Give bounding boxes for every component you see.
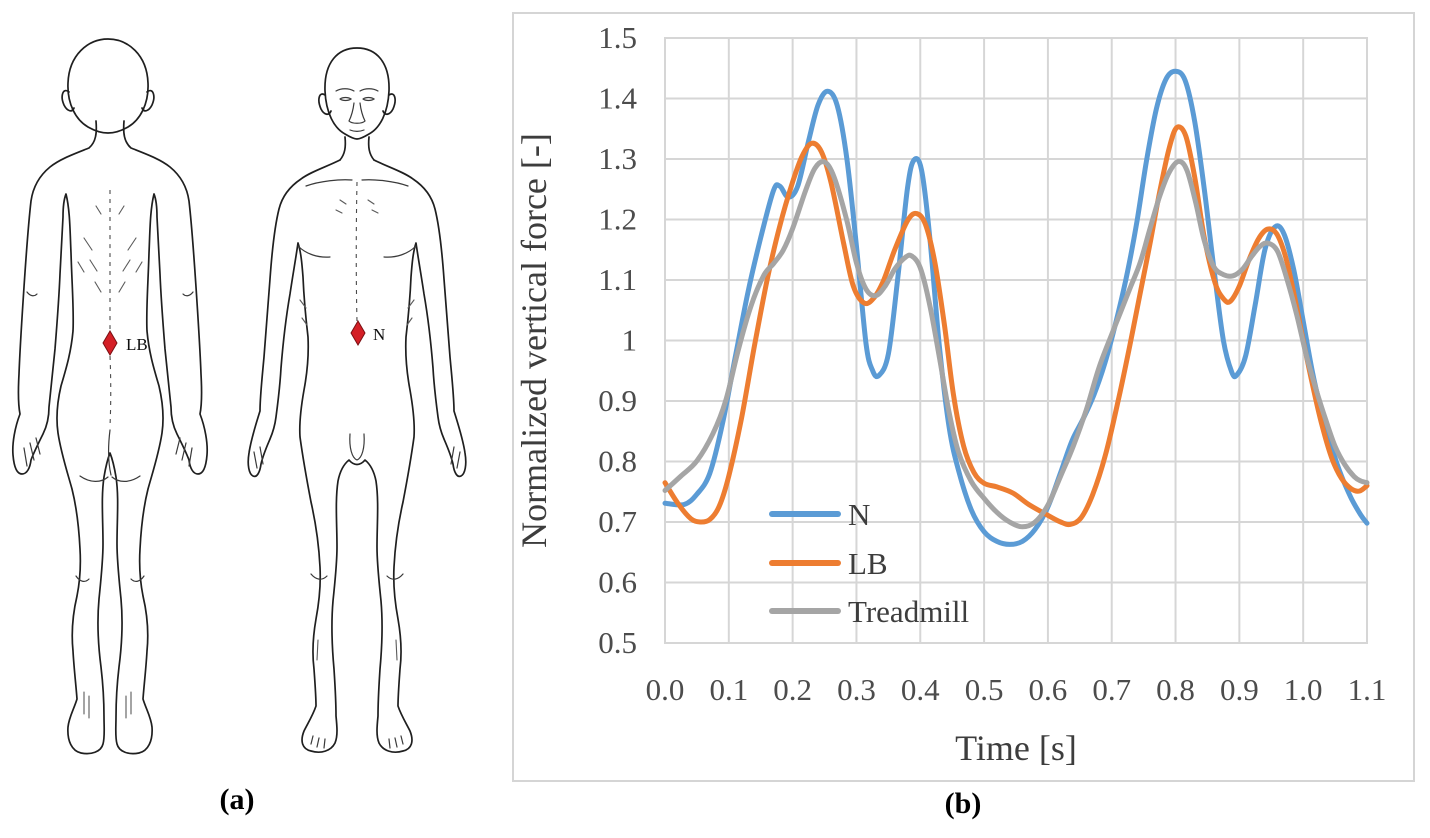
front-eyes <box>339 96 376 102</box>
back-view-details <box>23 190 194 719</box>
front-head <box>324 47 390 140</box>
front-view-details <box>253 88 461 749</box>
back-ankle-hatching <box>83 691 132 719</box>
force-chart: 1.5 1.4 1.3 1.2 1.1 1 0.9 0.8 0.7 0.6 0.5 0.0 0.1 0.2… <box>514 14 1413 780</box>
lb-marker: LB <box>102 330 148 356</box>
n-marker: N <box>350 320 385 346</box>
front-knee-lines <box>310 573 404 580</box>
x-tick-label: 1.1 <box>1348 672 1387 707</box>
force-chart-svg: 1.5 1.4 1.3 1.2 1.1 1 0.9 0.8 0.7 0.6 0.5 0.0 0.1 0.2… <box>514 20 1387 768</box>
y-tick-label: 0.8 <box>598 444 637 479</box>
x-tick-label: 0.6 <box>1029 672 1068 707</box>
front-shin-hatching <box>316 639 398 661</box>
chart-frame: 1.5 1.4 1.3 1.2 1.1 1 0.9 0.8 0.7 0.6 0.5 0.0 0.1 0.2… <box>512 12 1415 782</box>
panel-a: LB N (a) <box>0 0 500 838</box>
x-tick-label: 0.5 <box>965 672 1004 707</box>
back-ears <box>61 89 155 112</box>
panel-a-caption: (a) <box>219 783 255 816</box>
x-tick-label: 0.9 <box>1220 672 1259 707</box>
x-axis-title: Time [s] <box>955 728 1077 768</box>
legend-label-N: N <box>848 497 870 532</box>
anatomy-drawing: LB N <box>11 38 467 755</box>
back-spine-dashes <box>109 190 112 427</box>
back-hand-finger-lines <box>23 437 193 467</box>
n-marker-diamond <box>350 320 366 346</box>
y-tick-label: 0.7 <box>598 504 637 539</box>
front-view-figure <box>247 47 467 753</box>
back-scapula-hatching <box>77 205 143 293</box>
front-toe-lines <box>310 735 404 749</box>
y-tick-label: 0.6 <box>598 565 637 600</box>
lb-marker-label: LB <box>126 335 148 354</box>
legend-label-Treadmill: Treadmill <box>848 594 969 629</box>
x-tick-label: 0.2 <box>773 672 812 707</box>
y-tick-label: 0.5 <box>598 625 637 660</box>
front-pec-lines <box>297 245 417 258</box>
front-ears <box>318 93 396 115</box>
x-tick-label: 0.8 <box>1156 672 1195 707</box>
y-tick-label: 1 <box>622 323 638 358</box>
y-tick-label: 1.2 <box>598 202 637 237</box>
front-neck <box>339 136 375 161</box>
front-eyebrows <box>335 88 379 92</box>
front-genital-line <box>349 433 365 461</box>
x-tick-label: 0.7 <box>1092 672 1131 707</box>
back-head <box>67 38 149 134</box>
x-tick-label: 0.1 <box>709 672 748 707</box>
lb-marker-diamond <box>102 330 118 356</box>
front-mouth <box>349 129 365 133</box>
plot-border <box>664 37 1368 644</box>
front-nose <box>348 102 366 124</box>
y-tick-label: 1.3 <box>598 141 637 176</box>
front-chest-hatching <box>299 199 415 326</box>
back-buttock-lines <box>79 429 141 482</box>
x-tick-label: 0.3 <box>837 672 876 707</box>
legend-label-LB: LB <box>848 546 888 581</box>
front-body-outline <box>247 159 467 753</box>
panel-b-caption: (b) <box>944 787 982 820</box>
back-body-outline <box>11 120 209 755</box>
series-line-LB <box>662 124 1370 528</box>
back-view-figure <box>11 38 209 755</box>
x-tick-label: 0.4 <box>901 672 940 707</box>
series-line-Treadmill <box>662 158 1370 530</box>
x-tick-label: 0.0 <box>646 672 685 707</box>
n-marker-label: N <box>373 325 385 344</box>
y-axis-title: Normalized vertical force [-] <box>514 133 554 548</box>
front-clavicle-lines <box>305 179 409 187</box>
series-line-N <box>662 68 1370 547</box>
x-tick-label: 1.0 <box>1284 672 1323 707</box>
back-knee-lines <box>75 575 145 582</box>
y-tick-label: 1.4 <box>598 81 637 116</box>
y-tick-label: 1.1 <box>598 262 637 297</box>
front-hand-finger-lines <box>253 446 461 469</box>
front-sternum-dashes <box>355 181 358 323</box>
y-tick-label: 0.9 <box>598 383 637 418</box>
back-elbow-lines <box>26 291 194 297</box>
y-tick-label: 1.5 <box>598 20 637 55</box>
